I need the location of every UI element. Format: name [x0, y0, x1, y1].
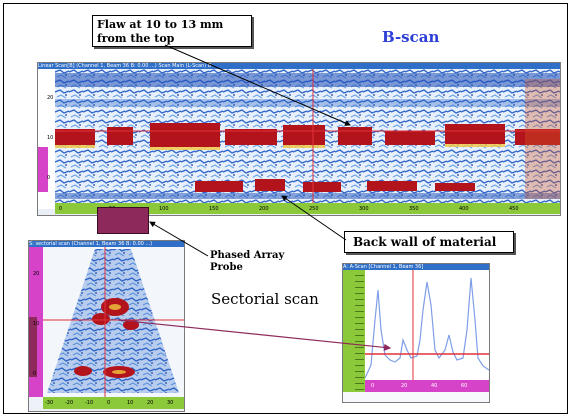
flaw-callout: Flaw at 10 to 13 mm from the top — [92, 15, 252, 47]
sectorial-x-tick: 10 — [127, 400, 134, 406]
sectorial-scale-mark: 10 — [33, 321, 40, 327]
bscan-x-tick: 400 — [459, 206, 469, 212]
sectorial-scale-mark: 0 — [33, 371, 37, 377]
bscan-x-tick: 350 — [409, 206, 419, 212]
ascan-trace-plot — [365, 270, 489, 380]
phased-array-probe — [97, 207, 149, 234]
bscan-image — [55, 69, 560, 203]
bscan-depth-highlight — [38, 147, 48, 192]
bscan-x-tick: 100 — [159, 206, 169, 212]
probe-pointer — [149, 221, 209, 257]
bscan-x-tick: 200 — [259, 206, 269, 212]
sectorial-x-tick: 0 — [107, 400, 111, 406]
figure-border — [3, 3, 568, 414]
ascan-amplitude-axis — [343, 270, 365, 392]
flaw-pointer — [164, 44, 351, 126]
bscan-x-tick: 300 — [359, 206, 369, 212]
sectorial-depth-highlight — [29, 317, 37, 377]
sectorial-x-tick: -20 — [65, 400, 74, 406]
backwall-pointer — [281, 195, 347, 241]
bscan-scale-mark: 10 — [47, 135, 54, 141]
ascan-x-tick: 40 — [431, 383, 438, 389]
sectorial-index-axis: -30 -20 -10 0 10 20 30 — [43, 397, 184, 409]
bscan-title: B-scan — [382, 28, 440, 46]
ascan-amplitude-ruler — [355, 270, 364, 392]
bscan-window: Linear Scan[B] (Channel 1, Beam 36 B: 0.… — [37, 62, 561, 216]
bscan-scale-mark: 20 — [47, 95, 54, 101]
bscan-titlebar: Linear Scan[B] (Channel 1, Beam 36 B: 0.… — [38, 63, 560, 69]
sectorial-window: S: sectorial scan (Channel 1, Beam 36 B:… — [28, 240, 185, 412]
backwall-callout-text: Back wall of material — [353, 235, 497, 249]
sectorial-scale-mark: 20 — [33, 271, 40, 277]
probe-label: Phased Array Probe — [210, 250, 285, 273]
sectorial-scan-label: Sectorial scan — [211, 290, 319, 308]
sectorial-titlebar: S: sectorial scan (Channel 1, Beam 36 B:… — [29, 241, 184, 247]
flaw-callout-text: Flaw at 10 to 13 mm from the top — [97, 18, 224, 45]
sectorial-x-tick: 30 — [167, 400, 174, 406]
bscan-scale-mark: 0 — [47, 175, 51, 181]
bscan-x-tick: 0 — [59, 206, 63, 212]
bscan-x-tick: 150 — [209, 206, 219, 212]
bscan-x-tick: 250 — [309, 206, 319, 212]
sectorial-x-tick: 20 — [147, 400, 154, 406]
sectorial-depth-axis — [29, 247, 43, 397]
ascan-titlebar: A: A-Scan [Channel 1, Beam 36] — [343, 264, 489, 270]
sectorial-x-tick: -10 — [85, 400, 94, 406]
bscan-index-axis — [55, 203, 560, 214]
ascan-x-tick: 0 — [371, 383, 375, 389]
ascan-x-tick: 20 — [401, 383, 408, 389]
sectorial-image — [43, 247, 184, 397]
bscan-x-tick: 450 — [509, 206, 519, 212]
backwall-callout: Back wall of material — [344, 231, 514, 253]
ascan-x-tick: 60 — [461, 383, 468, 389]
sectorial-to-ascan-pointer — [117, 319, 392, 351]
ascan-window: A: A-Scan [Channel 1, Beam 36] 0 20 40 6… — [342, 263, 490, 403]
ascan-time-axis: 0 20 40 60 — [365, 380, 489, 392]
sectorial-x-tick: -30 — [45, 400, 54, 406]
